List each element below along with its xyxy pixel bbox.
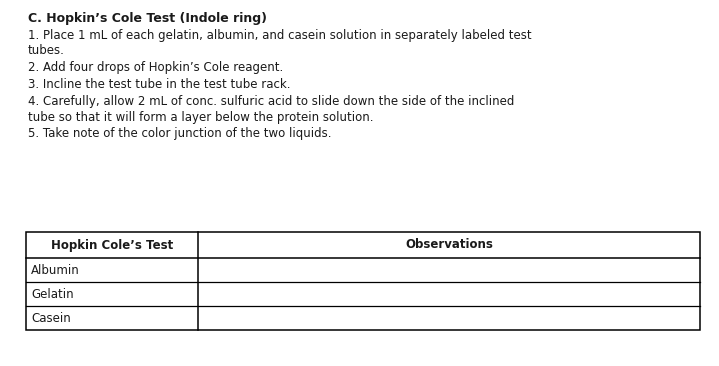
Text: Observations: Observations [405, 239, 493, 251]
Text: 2. Add four drops of Hopkin’s Cole reagent.: 2. Add four drops of Hopkin’s Cole reage… [28, 60, 283, 74]
Text: 5. Take note of the color junction of the two liquids.: 5. Take note of the color junction of th… [28, 127, 331, 141]
Text: 1. Place 1 mL of each gelatin, albumin, and casein solution in separately labele: 1. Place 1 mL of each gelatin, albumin, … [28, 29, 531, 57]
Text: Gelatin: Gelatin [31, 288, 73, 300]
Text: C. Hopkin’s Cole Test (Indole ring): C. Hopkin’s Cole Test (Indole ring) [28, 12, 267, 25]
Text: Albumin: Albumin [31, 264, 80, 276]
Text: 3. Incline the test tube in the test tube rack.: 3. Incline the test tube in the test tub… [28, 78, 290, 91]
Text: Hopkin Cole’s Test: Hopkin Cole’s Test [51, 239, 173, 251]
Text: 4. Carefully, allow 2 mL of conc. sulfuric acid to slide down the side of the in: 4. Carefully, allow 2 mL of conc. sulfur… [28, 96, 514, 124]
Bar [26, 232, 700, 330]
Text: Casein: Casein [31, 311, 70, 325]
